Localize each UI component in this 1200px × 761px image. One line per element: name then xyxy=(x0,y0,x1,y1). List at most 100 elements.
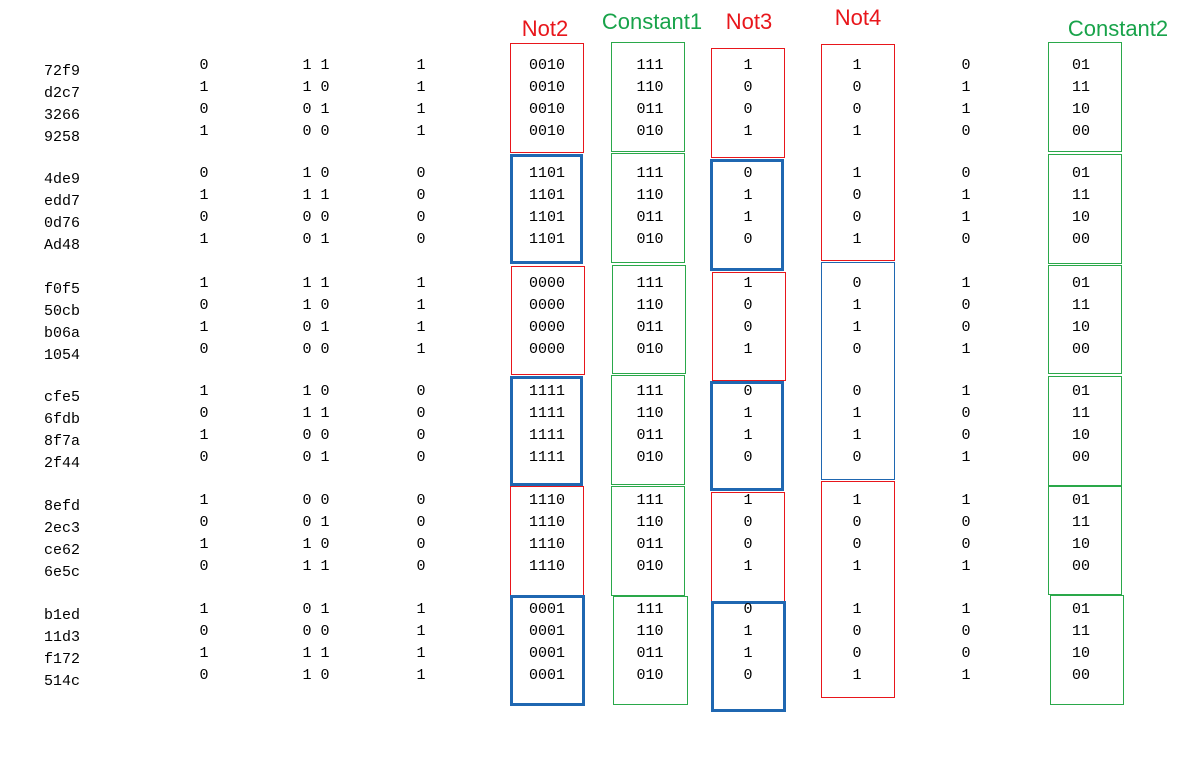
col-d-cell: 1 xyxy=(961,79,971,96)
col-c-cell: 0 xyxy=(416,187,426,204)
not4-group-box xyxy=(821,44,895,261)
row-label: 2ec3 xyxy=(44,520,81,537)
constant1-cell: 111 xyxy=(636,492,664,509)
constant1-cell: 010 xyxy=(636,123,664,140)
col-c-cell: 1 xyxy=(416,341,426,358)
col-d-cell: 0 xyxy=(961,536,971,553)
not2-cell: 1111 xyxy=(528,449,566,466)
constant2-cell: 01 xyxy=(1071,492,1091,509)
constant1-cell: 110 xyxy=(636,79,664,96)
not2-cell: 1110 xyxy=(528,536,566,553)
not4-header: Not4 xyxy=(834,5,882,30)
constant2-group-box xyxy=(1048,154,1122,264)
col-b-cell: 0 0 xyxy=(302,123,330,140)
col-a-cell: 1 xyxy=(199,383,209,400)
constant2-cell: 00 xyxy=(1071,667,1091,684)
col-c-cell: 1 xyxy=(416,123,426,140)
col-c-cell: 1 xyxy=(416,79,426,96)
constant2-cell: 11 xyxy=(1071,623,1091,640)
not3-cell: 0 xyxy=(743,231,753,248)
not2-cell: 0000 xyxy=(528,275,566,292)
constant2-group-box xyxy=(1048,376,1122,486)
not2-cell: 1111 xyxy=(528,383,566,400)
row-label: d2c7 xyxy=(44,85,81,102)
row-label: 72f9 xyxy=(44,63,81,80)
not2-cell: 0010 xyxy=(528,79,566,96)
constant2-cell: 11 xyxy=(1071,79,1091,96)
col-b-cell: 1 0 xyxy=(302,667,330,684)
col-d-cell: 1 xyxy=(961,209,971,226)
col-d-cell: 1 xyxy=(961,667,971,684)
not4-cell: 0 xyxy=(852,341,862,358)
col-d-cell: 1 xyxy=(961,341,971,358)
not3-cell: 0 xyxy=(743,319,753,336)
constant2-cell: 01 xyxy=(1071,383,1091,400)
not3-cell: 0 xyxy=(743,667,753,684)
col-b-cell: 1 0 xyxy=(302,536,330,553)
col-b-cell: 0 1 xyxy=(302,101,330,118)
not3-cell: 1 xyxy=(743,558,753,575)
col-b-cell: 0 0 xyxy=(302,623,330,640)
not4-cell: 0 xyxy=(852,383,862,400)
col-b-cell: 0 1 xyxy=(302,601,330,618)
col-b-cell: 1 1 xyxy=(302,558,330,575)
constant1-group-box xyxy=(611,486,685,596)
constant2-cell: 00 xyxy=(1071,558,1091,575)
col-b-cell: 0 1 xyxy=(302,514,330,531)
constant1-cell: 010 xyxy=(636,667,664,684)
constant2-cell: 01 xyxy=(1071,165,1091,182)
not2-cell: 1111 xyxy=(528,427,566,444)
col-c-cell: 0 xyxy=(416,536,426,553)
constant2-cell: 11 xyxy=(1071,405,1091,422)
row-label: b1ed xyxy=(44,607,81,624)
col-d-cell: 0 xyxy=(961,514,971,531)
col-c-cell: 0 xyxy=(416,558,426,575)
col-b-cell: 1 0 xyxy=(302,165,330,182)
row-label: f172 xyxy=(44,651,81,668)
not3-cell: 0 xyxy=(743,449,753,466)
col-c-cell: 1 xyxy=(416,275,426,292)
constant2-group-box xyxy=(1048,265,1122,374)
col-b-cell: 0 0 xyxy=(302,341,330,358)
constant1-cell: 111 xyxy=(636,57,664,74)
col-c-cell: 0 xyxy=(416,383,426,400)
not4-cell: 0 xyxy=(852,275,862,292)
constant1-cell: 010 xyxy=(636,341,664,358)
row-label: 6e5c xyxy=(44,564,81,581)
not2-cell: 0010 xyxy=(528,123,566,140)
col-c-cell: 0 xyxy=(416,492,426,509)
col-d-cell: 0 xyxy=(961,165,971,182)
constant2-cell: 00 xyxy=(1071,449,1091,466)
col-b-cell: 1 1 xyxy=(302,645,330,662)
col-d-cell: 0 xyxy=(961,231,971,248)
not3-cell: 0 xyxy=(743,79,753,96)
constant1-cell: 110 xyxy=(636,623,664,640)
constant2-cell: 11 xyxy=(1071,514,1091,531)
not4-cell: 1 xyxy=(852,492,862,509)
not3-group-box xyxy=(711,48,785,158)
not3-group-box xyxy=(711,601,786,712)
col-d-cell: 1 xyxy=(961,101,971,118)
constant2-group-box xyxy=(1050,595,1124,705)
not3-cell: 0 xyxy=(743,165,753,182)
constant1-cell: 010 xyxy=(636,558,664,575)
not4-cell: 1 xyxy=(852,319,862,336)
col-d-cell: 0 xyxy=(961,427,971,444)
not2-group-box xyxy=(510,376,583,486)
not3-cell: 1 xyxy=(743,209,753,226)
col-a-cell: 1 xyxy=(199,536,209,553)
row-label: Ad48 xyxy=(44,237,81,254)
not2-cell: 1101 xyxy=(528,209,566,226)
row-label: cfe5 xyxy=(44,389,81,406)
row-label: 4de9 xyxy=(44,171,81,188)
col-b-cell: 1 1 xyxy=(302,405,330,422)
not3-group-box xyxy=(710,159,784,271)
col-a-cell: 0 xyxy=(199,209,209,226)
not4-cell: 0 xyxy=(852,514,862,531)
constant2-cell: 10 xyxy=(1071,645,1091,662)
row-label: edd7 xyxy=(44,193,81,210)
col-a-cell: 0 xyxy=(199,165,209,182)
col-a-cell: 0 xyxy=(199,405,209,422)
not4-cell: 0 xyxy=(852,449,862,466)
constant2-cell: 10 xyxy=(1071,536,1091,553)
